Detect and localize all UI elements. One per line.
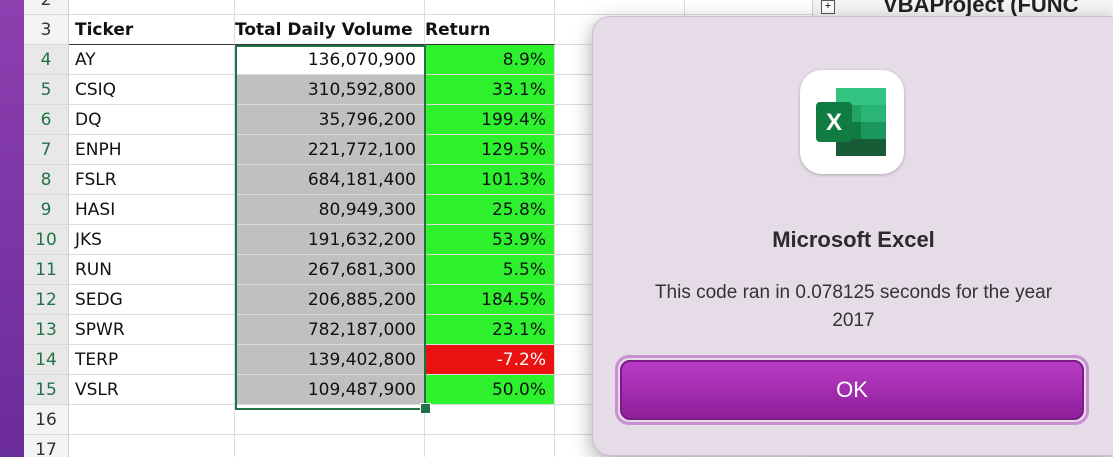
ticker-cell[interactable]: DQ: [69, 105, 235, 135]
volume-cell[interactable]: 782,187,000: [235, 315, 425, 345]
row-header[interactable]: 14: [24, 345, 69, 375]
return-cell[interactable]: 33.1%: [425, 75, 555, 105]
volume-cell[interactable]: 109,487,900: [235, 375, 425, 405]
alert-dialog: X Microsoft Excel This code ran in 0.078…: [592, 16, 1113, 456]
row-header[interactable]: 5: [24, 75, 69, 105]
return-cell[interactable]: 199.4%: [425, 105, 555, 135]
row-header[interactable]: 9: [24, 195, 69, 225]
volume-cell[interactable]: 80,949,300: [235, 195, 425, 225]
volume-cell[interactable]: 221,772,100: [235, 135, 425, 165]
empty-cell[interactable]: [235, 435, 425, 457]
empty-cell[interactable]: [425, 435, 555, 457]
ticker-cell[interactable]: ENPH: [69, 135, 235, 165]
ticker-cell[interactable]: AY: [69, 45, 235, 75]
volume-cell[interactable]: 310,592,800: [235, 75, 425, 105]
ok-button[interactable]: OK: [620, 360, 1084, 420]
fill-handle[interactable]: [420, 403, 431, 414]
empty-cell[interactable]: [425, 405, 555, 435]
volume-cell[interactable]: 267,681,300: [235, 255, 425, 285]
row-header[interactable]: 2: [24, 0, 69, 15]
return-cell[interactable]: 184.5%: [425, 285, 555, 315]
row-header[interactable]: 13: [24, 315, 69, 345]
header-ticker[interactable]: Ticker: [69, 15, 235, 45]
ticker-cell[interactable]: SPWR: [69, 315, 235, 345]
empty-cell[interactable]: [69, 0, 235, 15]
row-header[interactable]: 17: [24, 435, 69, 457]
return-cell[interactable]: 8.9%: [425, 45, 555, 75]
row-header[interactable]: 3: [24, 15, 69, 45]
dialog-message: This code ran in 0.078125 seconds for th…: [654, 282, 1053, 331]
return-cell[interactable]: 129.5%: [425, 135, 555, 165]
volume-cell[interactable]: 136,070,900: [235, 45, 425, 75]
row-header[interactable]: 15: [24, 375, 69, 405]
desktop-background: [0, 0, 24, 457]
ticker-cell[interactable]: SEDG: [69, 285, 235, 315]
expand-icon[interactable]: +: [821, 0, 835, 14]
return-cell[interactable]: 101.3%: [425, 165, 555, 195]
ticker-cell[interactable]: JKS: [69, 225, 235, 255]
return-cell[interactable]: 25.8%: [425, 195, 555, 225]
header-return[interactable]: Return: [425, 15, 555, 45]
empty-cell[interactable]: [69, 405, 235, 435]
return-cell[interactable]: 23.1%: [425, 315, 555, 345]
excel-logo-icon: X: [816, 88, 886, 156]
row-header[interactable]: 10: [24, 225, 69, 255]
empty-cell[interactable]: [235, 405, 425, 435]
ticker-cell[interactable]: HASI: [69, 195, 235, 225]
ticker-cell[interactable]: CSIQ: [69, 75, 235, 105]
return-cell[interactable]: 53.9%: [425, 225, 555, 255]
dialog-title: Microsoft Excel: [772, 227, 935, 252]
row-header[interactable]: 6: [24, 105, 69, 135]
ticker-cell[interactable]: VSLR: [69, 375, 235, 405]
empty-cell[interactable]: [69, 435, 235, 457]
svg-text:X: X: [826, 109, 842, 136]
volume-cell[interactable]: 206,885,200: [235, 285, 425, 315]
row-header[interactable]: 4: [24, 45, 69, 75]
ticker-cell[interactable]: RUN: [69, 255, 235, 285]
volume-cell[interactable]: 139,402,800: [235, 345, 425, 375]
return-cell[interactable]: 5.5%: [425, 255, 555, 285]
volume-cell[interactable]: 684,181,400: [235, 165, 425, 195]
volume-cell[interactable]: 35,796,200: [235, 105, 425, 135]
empty-cell[interactable]: [235, 0, 425, 15]
header-volume[interactable]: Total Daily Volume: [235, 15, 425, 45]
volume-cell[interactable]: 191,632,200: [235, 225, 425, 255]
row-header[interactable]: 12: [24, 285, 69, 315]
row-header[interactable]: 7: [24, 135, 69, 165]
ticker-cell[interactable]: TERP: [69, 345, 235, 375]
empty-cell[interactable]: [425, 0, 555, 15]
vba-project-label[interactable]: VBAProject (FUNC: [883, 0, 1079, 17]
ticker-cell[interactable]: FSLR: [69, 165, 235, 195]
empty-cell[interactable]: [685, 0, 884, 15]
ok-focus-ring: [615, 355, 1089, 425]
return-cell[interactable]: -7.2%: [425, 345, 555, 375]
excel-app-icon: X: [800, 70, 904, 174]
empty-cell[interactable]: [555, 0, 685, 15]
return-cell[interactable]: 50.0%: [425, 375, 555, 405]
row-header[interactable]: 11: [24, 255, 69, 285]
row-header[interactable]: 8: [24, 165, 69, 195]
row-header[interactable]: 16: [24, 405, 69, 435]
